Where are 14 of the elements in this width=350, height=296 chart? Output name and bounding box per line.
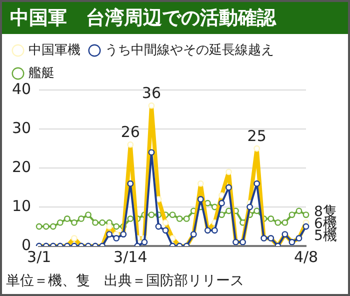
text: 単位＝機、隻 出典＝国防部リリース bbox=[5, 272, 245, 291]
legend-label: 中国軍機 bbox=[28, 42, 80, 58]
legend-label: うち中間線やその延長線越え bbox=[105, 42, 274, 58]
data-label: 25 bbox=[247, 126, 266, 145]
chart-title: 中国軍 台湾周辺での活動確認 bbox=[2, 2, 348, 34]
x-tick-label: 3/14 bbox=[114, 248, 148, 266]
y-tick-label: 30 bbox=[12, 118, 32, 137]
data-label: 36 bbox=[142, 84, 162, 102]
y-tick-label: 20 bbox=[12, 158, 32, 176]
legend-label: 艦艇 bbox=[28, 66, 54, 81]
y-tick-label: 40 bbox=[12, 80, 32, 98]
data-label: 26 bbox=[120, 122, 140, 141]
x-tick-label: 4/8 bbox=[294, 248, 318, 266]
y-tick-label: 10 bbox=[12, 196, 32, 215]
